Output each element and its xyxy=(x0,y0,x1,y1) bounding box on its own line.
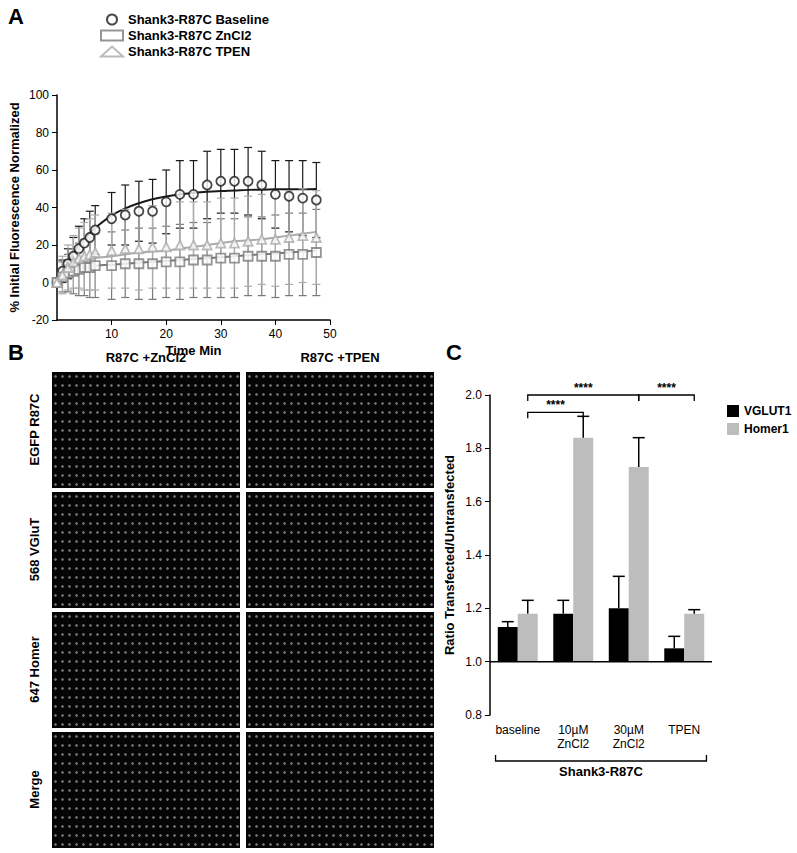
html-text:EGFP R87C: EGFP R87C xyxy=(26,393,42,466)
html-text:647 Homer: 647 Homer xyxy=(26,636,42,703)
html-text:C: C xyxy=(446,340,462,365)
svg-text:0.8: 0.8 xyxy=(465,708,482,722)
svg-text:Shank3-R87C: Shank3-R87C xyxy=(559,764,643,779)
svg-text:Time Min: Time Min xyxy=(165,343,222,358)
svg-text:1.2: 1.2 xyxy=(465,601,482,615)
svg-text:2.0: 2.0 xyxy=(465,388,482,402)
svg-text:40: 40 xyxy=(36,201,50,215)
svg-text:Shank3-R87C Baseline: Shank3-R87C Baseline xyxy=(128,12,269,27)
svg-text:10µM: 10µM xyxy=(558,723,588,737)
svg-text:1.8: 1.8 xyxy=(465,441,482,455)
svg-text:Shank3-R87C TPEN: Shank3-R87C TPEN xyxy=(128,44,250,59)
svg-text:50: 50 xyxy=(323,327,337,341)
svg-text:10: 10 xyxy=(105,327,119,341)
svg-text:1.6: 1.6 xyxy=(465,495,482,509)
svg-text:ZnCl2: ZnCl2 xyxy=(557,737,589,751)
html-text:R87C +ZnCl2: R87C +ZnCl2 xyxy=(105,350,187,365)
svg-text:Shank3-R87C ZnCl2: Shank3-R87C ZnCl2 xyxy=(128,28,252,43)
svg-text:****: **** xyxy=(657,381,676,395)
svg-text:20: 20 xyxy=(36,238,50,252)
svg-text:****: **** xyxy=(574,381,593,395)
html-text:A: A xyxy=(8,4,24,29)
svg-text:30µM: 30µM xyxy=(614,723,644,737)
svg-text:-20: -20 xyxy=(32,313,50,327)
svg-text:1.0: 1.0 xyxy=(465,655,482,669)
svg-text:40: 40 xyxy=(269,327,283,341)
svg-text:% Initial Fluorescence Normali: % Initial Fluorescence Normalized xyxy=(7,102,22,312)
svg-text:TPEN: TPEN xyxy=(668,723,700,737)
svg-text:100: 100 xyxy=(29,88,49,102)
html-text:B: B xyxy=(8,340,24,365)
svg-text:baseline: baseline xyxy=(495,723,540,737)
svg-text:30: 30 xyxy=(214,327,228,341)
svg-text:ZnCl2: ZnCl2 xyxy=(613,737,645,751)
svg-text:1.4: 1.4 xyxy=(465,548,482,562)
svg-text:80: 80 xyxy=(36,126,50,140)
html-text:R87C +TPEN: R87C +TPEN xyxy=(300,350,380,365)
svg-text:Ratio Transfected/Untransfecte: Ratio Transfected/Untransfected xyxy=(442,455,457,655)
svg-text:0: 0 xyxy=(42,276,49,290)
svg-text:Homer1: Homer1 xyxy=(744,422,789,436)
html-text:568 VGluT: 568 VGluT xyxy=(26,517,42,582)
svg-text:****: **** xyxy=(546,398,565,412)
svg-text:60: 60 xyxy=(36,163,50,177)
html-text:Merge: Merge xyxy=(26,770,42,809)
svg-text:VGLUT1: VGLUT1 xyxy=(744,404,792,418)
svg-text:20: 20 xyxy=(160,327,174,341)
